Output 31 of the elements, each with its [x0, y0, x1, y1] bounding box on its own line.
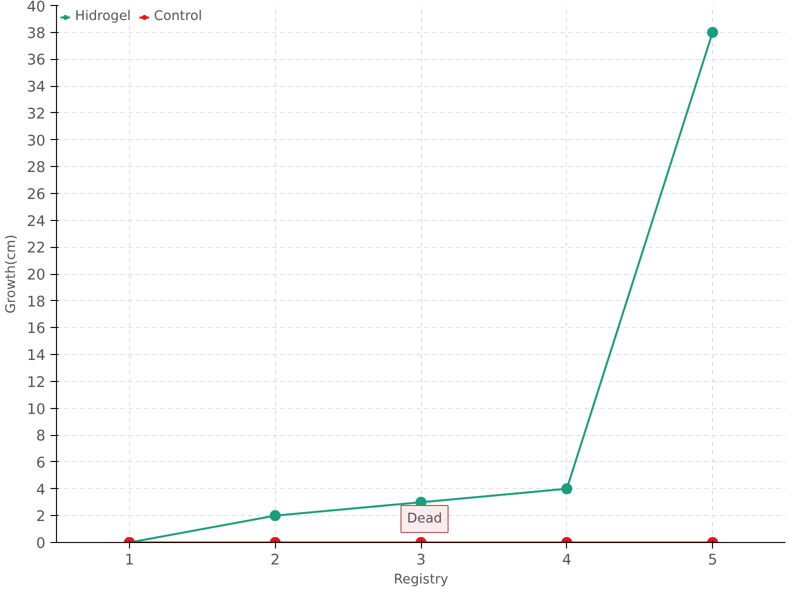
annotation: Dead — [407, 512, 442, 526]
y-tick-label: 32 — [26, 105, 46, 122]
y-tick-label: 14 — [26, 347, 46, 364]
y-tick-label: 38 — [26, 24, 46, 42]
y-tick-label: 10 — [26, 400, 46, 418]
y-axis-title: Growth(cm) — [4, 234, 19, 314]
y-tick-label: 34 — [26, 78, 46, 96]
y-tick-label: 30 — [26, 132, 46, 150]
y-tick-label: 16 — [26, 320, 46, 338]
y-tick-label: 4 — [36, 481, 46, 498]
y-tick-label: 2 — [36, 508, 46, 526]
x-tick-label: 3 — [416, 552, 426, 568]
legend-label: Hidrogel — [75, 9, 131, 24]
y-tick-label: 12 — [26, 374, 46, 391]
y-tick-label: 36 — [26, 52, 46, 69]
y-tick-label: 26 — [26, 186, 46, 203]
y-tick-label: 24 — [26, 212, 46, 230]
y-tick-label: 20 — [26, 266, 46, 284]
x-tick-label: 4 — [562, 552, 572, 568]
y-tick-label: 40 — [26, 0, 46, 16]
y-tick-label: 8 — [36, 428, 46, 445]
y-tick-label: 0 — [36, 535, 46, 552]
y-tick-label: 6 — [36, 454, 46, 472]
y-tick-label: 18 — [26, 293, 46, 310]
legend-label: Control — [154, 9, 202, 24]
y-tick-label: 28 — [26, 159, 46, 176]
x-tick-label: 5 — [708, 552, 718, 568]
x-axis-title: Registry — [394, 572, 448, 588]
x-tick-label: 1 — [124, 552, 134, 568]
x-tick-label: 2 — [270, 552, 280, 568]
y-tick-label: 22 — [26, 240, 46, 257]
